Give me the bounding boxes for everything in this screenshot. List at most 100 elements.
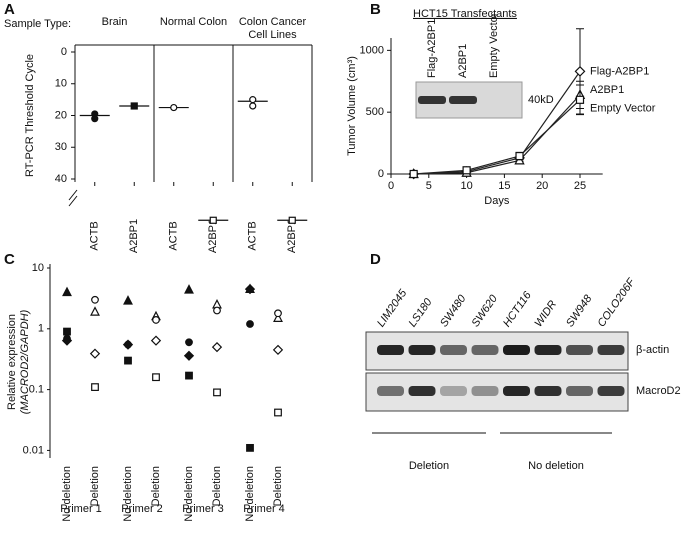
x-tick-label: No deletion xyxy=(61,466,73,522)
x-tick-label: Deletion xyxy=(211,466,223,506)
inset-band xyxy=(449,96,477,104)
marker xyxy=(244,283,256,295)
y-tick-label: 1 xyxy=(38,323,44,335)
group-label: Primer 1 xyxy=(60,503,102,515)
x-tick-label: A2BP1 xyxy=(128,219,140,253)
blot-band xyxy=(440,345,467,355)
lane-label: COLO206F xyxy=(596,275,639,329)
y-axis-label: Relative expression xyxy=(6,314,18,410)
blot-band xyxy=(597,345,625,355)
marker xyxy=(185,371,193,380)
marker xyxy=(150,335,162,346)
marker xyxy=(211,341,223,353)
x-tick-label: A2BP1 xyxy=(286,219,298,253)
group-label: Normal Colon xyxy=(159,16,228,28)
marker xyxy=(184,284,194,294)
marker xyxy=(89,348,101,359)
marker xyxy=(62,286,72,297)
inset-lane-label: A2BP1 xyxy=(457,44,469,78)
x-tick-label: Deletion xyxy=(89,466,101,506)
inset-band xyxy=(418,96,446,104)
group-label: Deletion xyxy=(409,460,449,472)
marker xyxy=(123,295,133,305)
marker xyxy=(61,335,73,346)
blot-band xyxy=(534,386,562,396)
y-tick-label: 20 xyxy=(55,109,67,121)
inset-title: HCT15 Transfectants xyxy=(413,8,517,20)
marker xyxy=(249,102,257,110)
y-tick-label: 40 xyxy=(55,173,67,185)
x-tick-label: ACTB xyxy=(247,221,259,250)
y-tick-label: 500 xyxy=(366,106,384,118)
group-label: Primer 4 xyxy=(243,503,285,515)
group-label: Colon Cancer Cell Lines xyxy=(238,16,307,41)
blot-band xyxy=(597,386,625,396)
x-tick-label: ACTB xyxy=(89,221,101,250)
marker xyxy=(91,115,99,123)
x-tick-label: No deletion xyxy=(244,466,256,522)
series-label: A2BP1 xyxy=(590,84,624,96)
marker xyxy=(575,95,585,104)
marker xyxy=(574,65,586,77)
series-label: Empty Vector xyxy=(590,103,656,115)
group-label-box: Colon Cancer Cell Lines xyxy=(238,16,307,41)
x-tick-label: 15 xyxy=(498,180,510,192)
y-tick-label: 0.01 xyxy=(23,444,44,456)
marker xyxy=(63,327,71,336)
marker xyxy=(274,309,282,318)
blot-band xyxy=(377,386,404,396)
series-line xyxy=(413,71,581,175)
y-axis-label: Tumor Volume (cm³) xyxy=(346,56,358,156)
panel-label: A xyxy=(4,1,15,18)
marker xyxy=(91,295,99,304)
row-label: β-actin xyxy=(636,344,669,356)
y-tick-label: 0 xyxy=(61,46,67,58)
group-label: Primer 2 xyxy=(121,503,163,515)
marker xyxy=(246,443,254,452)
x-tick-label: No deletion xyxy=(122,466,134,522)
marker xyxy=(124,356,132,365)
x-axis-label: Days xyxy=(484,195,510,207)
blot-band xyxy=(503,386,530,396)
marker xyxy=(130,102,138,110)
marker xyxy=(288,216,296,224)
marker xyxy=(462,166,471,175)
row-label: MacroD2 xyxy=(636,385,681,397)
x-tick-label: No deletion xyxy=(183,466,195,522)
inset-lane-label: Flag-A2BP1 xyxy=(426,19,438,78)
group-label-box: Normal Colon xyxy=(159,16,228,28)
marker xyxy=(515,151,524,161)
marker xyxy=(213,388,221,397)
marker xyxy=(209,216,217,224)
y-tick-label: 1000 xyxy=(360,44,384,56)
marker xyxy=(152,373,160,382)
x-tick-label: 25 xyxy=(574,180,586,192)
blot-band xyxy=(377,345,404,355)
y-tick-label: 10 xyxy=(55,78,67,90)
marker xyxy=(170,103,178,112)
lane-label: SW480 xyxy=(438,292,469,329)
group-label: Primer 3 xyxy=(182,503,224,515)
x-tick-label: A2BP1 xyxy=(207,219,219,253)
blot-band xyxy=(566,386,593,396)
y-axis-label: RT-PCR Threshold Cycle xyxy=(24,54,36,177)
marker xyxy=(213,306,221,315)
marker xyxy=(185,338,193,347)
lane-label: WIDR xyxy=(533,298,560,329)
inset-marker: 40kD xyxy=(528,94,554,106)
x-tick-label: 5 xyxy=(426,180,432,192)
blot-band xyxy=(440,386,467,396)
group-label: No deletion xyxy=(528,460,584,472)
marker xyxy=(122,339,134,350)
marker xyxy=(246,320,254,328)
group-label-box: Brain xyxy=(102,16,128,28)
blot-band xyxy=(408,386,436,396)
blot-band xyxy=(471,386,499,396)
y-tick-label: 30 xyxy=(55,141,67,153)
blot-band xyxy=(503,345,530,355)
x-tick-label: 0 xyxy=(388,180,394,192)
axis-break xyxy=(68,189,78,207)
y-tick-label: 0 xyxy=(378,168,384,180)
marker xyxy=(183,350,195,361)
